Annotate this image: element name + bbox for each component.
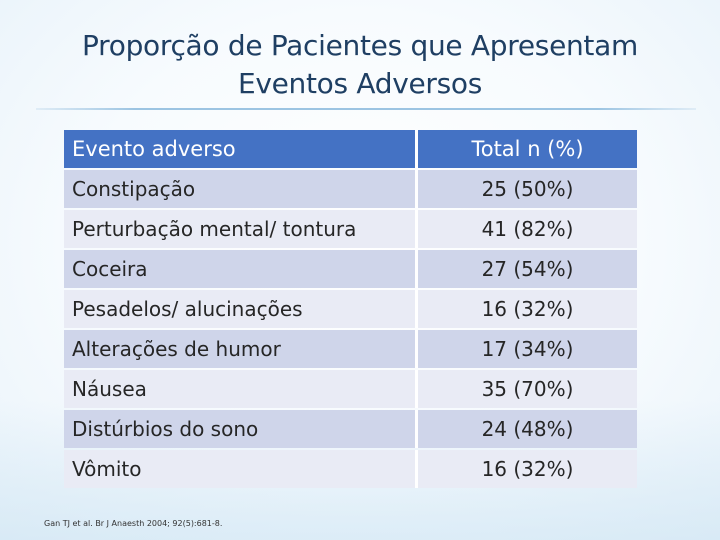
table-header-row: Evento adverso Total n (%) [64,130,637,168]
total-cell: 25 (50%) [418,170,637,208]
total-cell: 17 (34%) [418,330,637,368]
event-cell: Vômito [64,450,418,488]
table-row: Distúrbios do sono 24 (48%) [64,410,637,448]
total-cell: 16 (32%) [418,450,637,488]
title-line-2: Eventos Adversos [237,67,483,100]
event-cell: Alterações de humor [64,330,418,368]
table-row: Alterações de humor 17 (34%) [64,330,637,368]
title-line-1: Proporção de Pacientes que Apresentam [82,29,638,62]
slide-title: Proporção de Pacientes que Apresentam Ev… [40,27,680,103]
event-cell: Constipação [64,170,418,208]
total-cell: 24 (48%) [418,410,637,448]
table-row: Vômito 16 (32%) [64,450,637,488]
citation: Gan TJ et al. Br J Anaesth 2004; 92(5):6… [44,519,223,528]
event-cell: Náusea [64,370,418,408]
header-total: Total n (%) [418,130,637,168]
event-cell: Coceira [64,250,418,288]
header-event: Evento adverso [64,130,418,168]
table-row: Perturbação mental/ tontura 41 (82%) [64,210,637,248]
event-cell: Pesadelos/ alucinações [64,290,418,328]
total-cell: 27 (54%) [418,250,637,288]
adverse-events-table: Evento adverso Total n (%) Constipação 2… [64,128,637,490]
table-row: Pesadelos/ alucinações 16 (32%) [64,290,637,328]
event-cell: Perturbação mental/ tontura [64,210,418,248]
table-row: Náusea 35 (70%) [64,370,637,408]
table-row: Constipação 25 (50%) [64,170,637,208]
title-divider [36,108,696,110]
total-cell: 16 (32%) [418,290,637,328]
event-cell: Distúrbios do sono [64,410,418,448]
total-cell: 35 (70%) [418,370,637,408]
total-cell: 41 (82%) [418,210,637,248]
table-row: Coceira 27 (54%) [64,250,637,288]
